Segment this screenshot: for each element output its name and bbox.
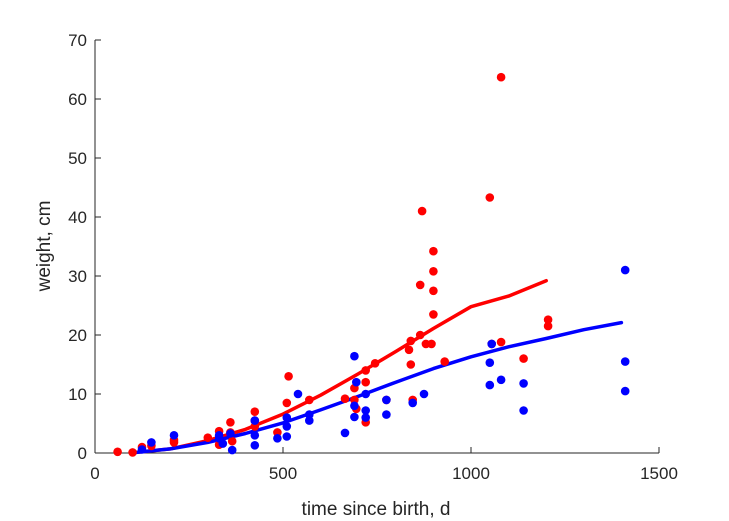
data-point-series-2: [282, 432, 292, 441]
data-point-series-2: [250, 431, 260, 440]
data-point-series-1: [496, 337, 506, 347]
data-point-series-2: [350, 412, 359, 422]
data-point-series-2: [408, 398, 418, 408]
data-point-series-1: [417, 206, 427, 216]
axes: [94, 39, 660, 454]
data-point-series-1: [361, 366, 371, 375]
data-point-series-2: [361, 389, 371, 399]
data-point-series-1: [440, 357, 450, 366]
data-point-series-2: [382, 395, 391, 405]
y-tick-label: 70: [68, 31, 87, 50]
data-point-series-2: [227, 445, 237, 455]
data-point-series-2: [340, 428, 350, 438]
fit-line-2: [130, 320, 624, 455]
data-point-series-1: [485, 193, 495, 202]
data-point-series-1: [429, 310, 438, 319]
data-point-series-1: [415, 280, 425, 290]
data-point-series-1: [305, 395, 314, 405]
data-point-series-2: [282, 413, 292, 422]
data-point-series-1: [429, 246, 438, 256]
y-tick-label: 10: [68, 385, 87, 404]
data-point-series-1: [284, 372, 293, 381]
y-tick-label: 30: [68, 267, 87, 286]
y-tick-label: 40: [68, 208, 87, 227]
data-point-series-1: [429, 267, 438, 276]
data-point-series-2: [293, 389, 303, 399]
data-point-series-2: [273, 434, 282, 443]
data-point-series-2: [485, 380, 495, 390]
data-point-series-2: [361, 413, 371, 422]
data-point-series-1: [250, 407, 260, 417]
data-point-series-2: [305, 416, 314, 425]
data-point-series-1: [227, 436, 237, 446]
x-axis-label: time since birth, d: [302, 499, 451, 520]
data-point-series-1: [340, 394, 350, 404]
data-point-series-1: [519, 354, 528, 363]
x-tick-label: 1000: [452, 464, 490, 483]
data-point-series-2: [350, 351, 359, 361]
data-point-series-2: [226, 429, 235, 438]
data-point-series-2: [169, 431, 179, 440]
data-point-series-2: [218, 439, 228, 448]
data-point-series-1: [429, 286, 438, 296]
data-point-series-1: [543, 315, 553, 325]
x-tick-label: 0: [90, 464, 99, 483]
data-point-series-2: [485, 358, 495, 368]
data-point-series-1: [427, 339, 436, 349]
data-point-series-1: [370, 359, 380, 368]
data-point-series-2: [382, 410, 391, 419]
data-point-series-1: [203, 433, 213, 443]
data-point-series-2: [361, 406, 371, 415]
data-point-series-2: [519, 406, 528, 415]
data-point-series-1: [128, 448, 137, 457]
data-point-series-1: [415, 330, 425, 340]
data-point-series-2: [620, 386, 630, 396]
fit-line-1: [130, 278, 548, 455]
data-point-series-1: [406, 360, 416, 369]
data-point-series-2: [487, 339, 497, 349]
data-point-series-1: [113, 447, 122, 457]
data-point-series-1: [404, 345, 414, 355]
data-point-series-1: [273, 428, 282, 437]
data-point-series-2: [250, 416, 260, 425]
data-point-series-1: [282, 398, 292, 408]
y-tick-label: 20: [68, 326, 87, 345]
data-point-series-2: [147, 438, 156, 447]
data-point-series-1: [361, 377, 371, 387]
x-tick-label: 500: [269, 464, 297, 483]
data-point-series-2: [282, 422, 292, 431]
tick-labels: 0 500 1000 1500 0 10 20 30 40 50 60 70: [68, 31, 678, 483]
data-point-series-2: [214, 431, 224, 440]
data-point-series-2: [350, 401, 359, 411]
data-point-series-2: [419, 389, 429, 399]
data-point-series-2: [352, 377, 361, 387]
y-tick-label: 0: [78, 444, 87, 463]
data-point-series-2: [305, 410, 314, 419]
y-axis-label: weight, cm: [34, 201, 55, 293]
data-point-series-1: [406, 336, 416, 346]
fit-lines: [130, 278, 624, 455]
data-point-series-2: [519, 379, 528, 388]
data-point-series-2: [620, 265, 630, 275]
data-point-series-1: [543, 321, 553, 331]
y-tick-label: 50: [68, 149, 87, 168]
data-point-series-2: [137, 445, 147, 454]
data-point-series-1: [496, 72, 506, 82]
data-point-series-1: [226, 418, 235, 427]
y-tick-label: 60: [68, 90, 87, 109]
data-points: [113, 72, 630, 457]
data-point-series-2: [496, 375, 506, 385]
data-point-series-2: [250, 441, 260, 450]
x-tick-label: 1500: [640, 464, 678, 483]
data-point-series-2: [620, 357, 630, 366]
data-point-series-1: [350, 395, 359, 405]
